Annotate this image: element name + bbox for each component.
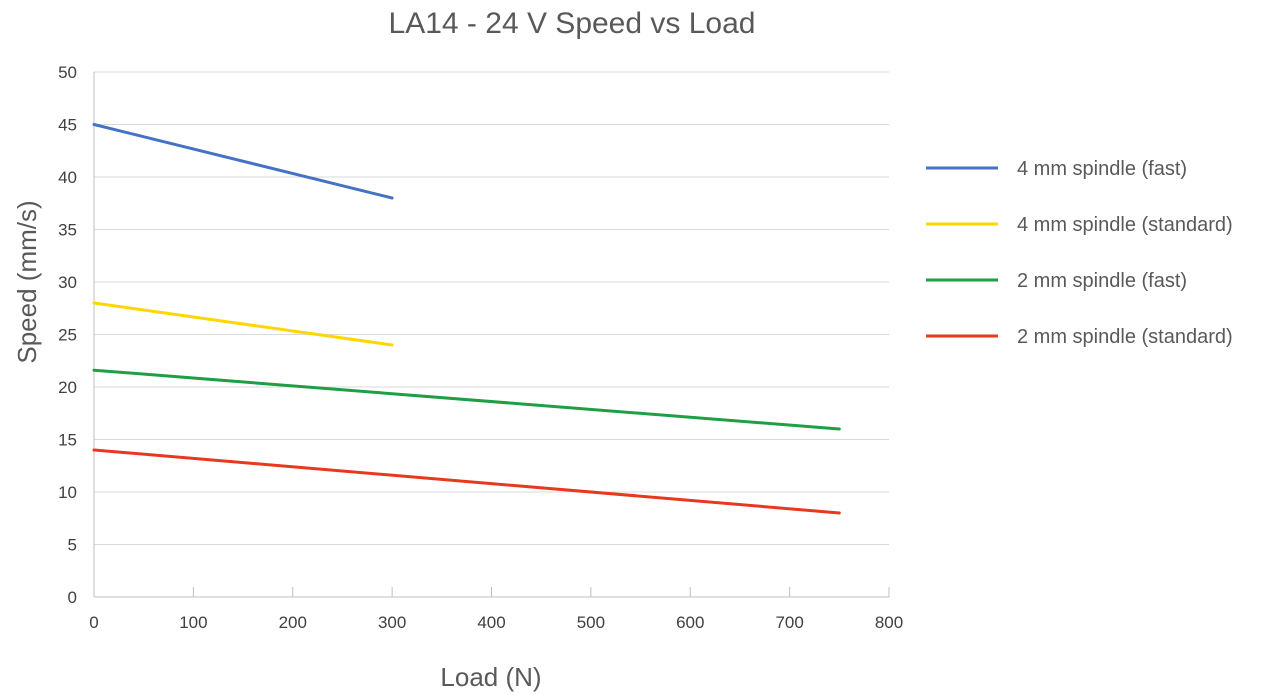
y-tick-label: 0 [68,588,77,607]
y-tick-labels: 0 5 10 15 20 25 30 35 40 45 50 [58,63,77,607]
legend-label: 2 mm spindle (fast) [1017,270,1187,292]
x-tick-label: 800 [875,613,903,632]
y-tick-label: 50 [58,63,77,82]
y-tick-label: 45 [58,116,77,135]
series-line-4 [92,448,841,515]
x-tick-label: 100 [179,613,207,632]
x-tick-label: 600 [676,613,704,632]
x-tick-label: 0 [89,613,98,632]
series-line-1 [92,123,394,200]
x-tick-label: 200 [279,613,307,632]
y-tick-label: 25 [58,326,77,345]
legend-entry: 4 mm spindle (fast) [926,158,1187,180]
y-tick-label: 10 [58,483,77,502]
y-tick-label: 20 [58,378,77,397]
x-tick-labels: 0 100 200 300 400 500 600 700 800 [89,613,903,632]
y-tick-label: 35 [58,221,77,240]
series-line-2 [92,301,394,347]
legend: 4 mm spindle (fast) 4 mm spindle (standar… [926,158,1233,348]
x-tick-label: 400 [477,613,505,632]
legend-entry: 4 mm spindle (standard) [926,214,1233,236]
legend-label: 4 mm spindle (fast) [1017,158,1187,180]
series-line-3 [92,368,841,431]
legend-entry: 2 mm spindle (fast) [926,270,1187,292]
legend-entry: 2 mm spindle (standard) [926,326,1233,348]
y-tick-label: 15 [58,431,77,450]
y-axis-title: Speed (mm/s) [12,200,42,363]
x-tick-label: 500 [577,613,605,632]
x-tick-label: 300 [378,613,406,632]
legend-label: 4 mm spindle (standard) [1017,214,1233,236]
axes [93,72,890,598]
grid-lines [94,71,889,545]
legend-label: 2 mm spindle (standard) [1017,326,1233,348]
x-tick-label: 700 [775,613,803,632]
x-axis-title: Load (N) [440,662,541,692]
chart-title: LA14 - 24 V Speed vs Load [389,7,756,40]
y-tick-label: 40 [58,168,77,187]
y-tick-label: 5 [68,536,77,555]
series-lines [92,123,841,515]
y-tick-label: 30 [58,273,77,292]
